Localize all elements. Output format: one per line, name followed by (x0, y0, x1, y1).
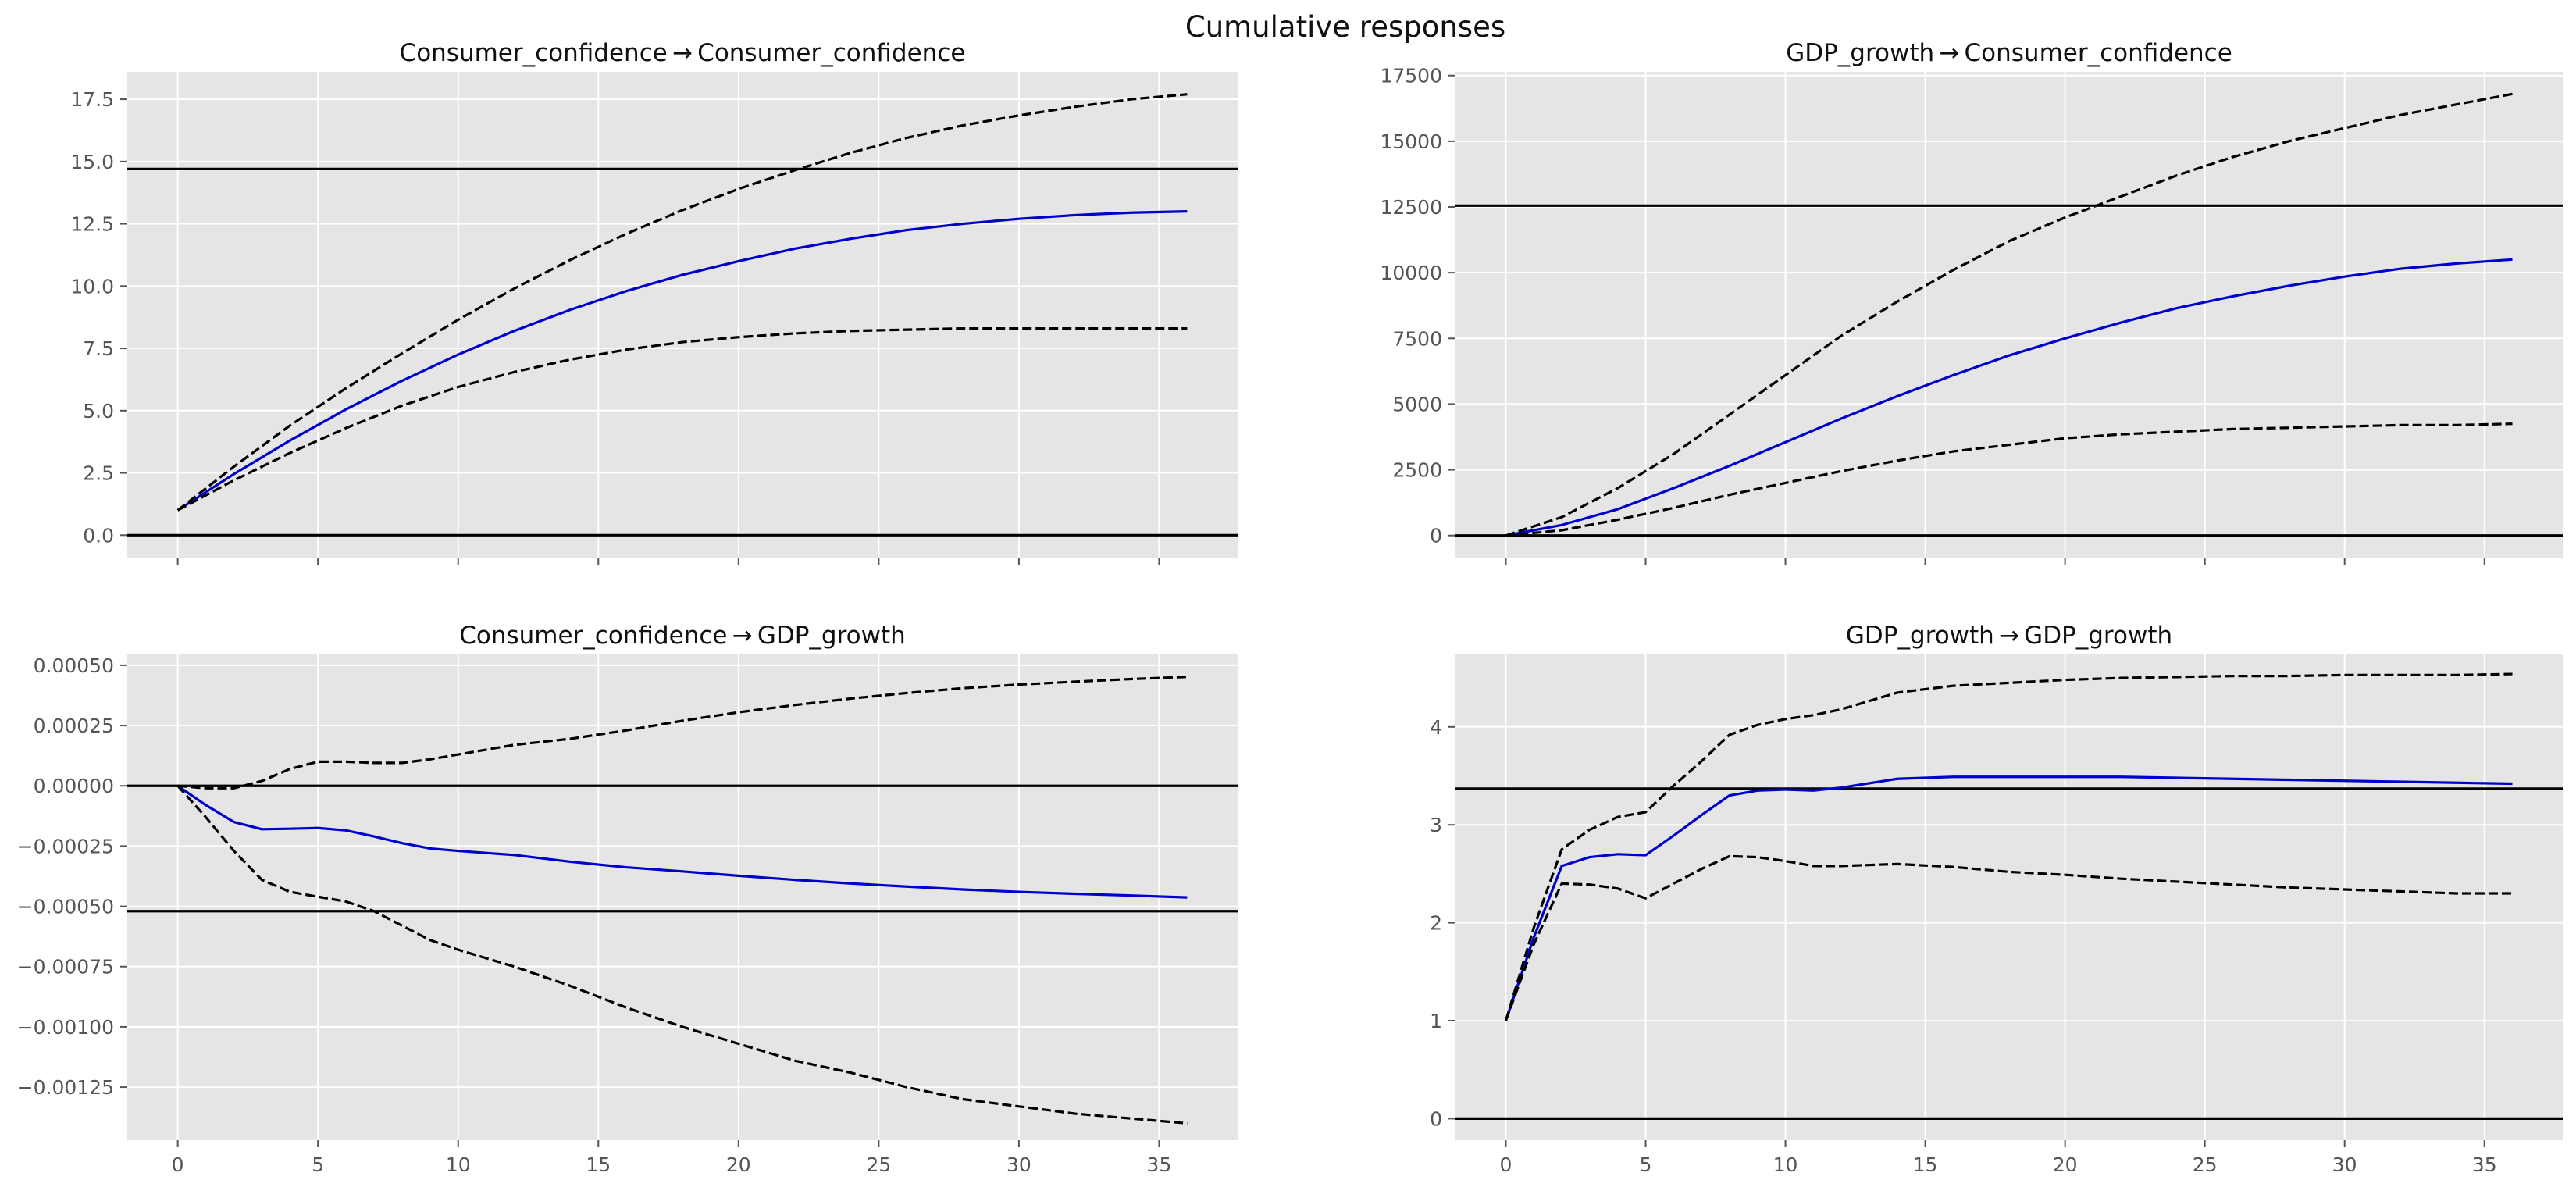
panel-title: GDP_growth → GDP_growth (1846, 622, 2172, 650)
panel-title: GDP_growth → Consumer_confidence (1786, 39, 2232, 67)
panels: Consumer_confidence → Consumer_confidenc… (17, 39, 2563, 1176)
y-tick-label: 10000 (1380, 262, 1442, 284)
panel-background (127, 72, 1238, 558)
x-tick-label: 20 (726, 1153, 751, 1176)
figure-suptitle: Cumulative responses (1185, 10, 1505, 44)
y-tick-label: 17500 (1380, 65, 1442, 87)
panel-2: GDP_growth → Consumer_confidence 0 2500 500… (1380, 39, 2563, 565)
x-tick-label: 15 (586, 1153, 611, 1176)
response-line (176, 210, 1188, 512)
x-tick-label: 15 (1913, 1153, 1938, 1176)
x-tick-label: 35 (1147, 1153, 1172, 1176)
y-tick-label: 10.0 (70, 275, 114, 298)
panel-4: GDP_growth → GDP_growth 0 1 2 3 4 0 5 10 15 20 25 30… (1430, 622, 2563, 1176)
y-tick-label: 0.0 (83, 524, 114, 547)
x-tick-label: 35 (2472, 1153, 2497, 1176)
upper-band-line (177, 676, 1188, 790)
x-tick-label: 25 (2193, 1153, 2218, 1176)
y-tick-label: 15.0 (70, 151, 114, 173)
response-line (1504, 775, 2513, 1021)
y-tick-label: −0.00075 (17, 956, 114, 979)
lower-band-line (176, 326, 1188, 512)
panel-3: Consumer_confidence → GDP_growth 0.00050 0… (17, 622, 1238, 1176)
y-tick-label: 5000 (1392, 393, 1442, 415)
x-tick-label: 10 (446, 1153, 471, 1176)
lower-band-line (1505, 422, 2513, 537)
y-tick-label: 0.00000 (34, 775, 114, 797)
y-tick-label: 0 (1430, 525, 1442, 547)
x-tick-label: 30 (1007, 1153, 1031, 1176)
upper-band-line (1505, 92, 2513, 537)
y-tick-label: 12500 (1380, 196, 1442, 219)
y-tick-label: 7500 (1392, 327, 1442, 350)
y-tick-label: 3 (1430, 814, 1442, 836)
response-line (176, 784, 1188, 899)
y-tick-label: 0.00050 (34, 654, 114, 677)
y-tick-label: 2500 (1392, 459, 1442, 482)
panel-1: Consumer_confidence → Consumer_confidenc… (70, 39, 1238, 565)
upper-band-line (176, 93, 1188, 512)
y-tick-label: 17.5 (70, 88, 114, 111)
x-tick-label: 5 (312, 1153, 324, 1176)
y-tick-label: 5.0 (83, 400, 114, 422)
x-tick-label: 10 (1773, 1153, 1798, 1176)
y-tick-label: 0.00025 (34, 715, 114, 737)
y-tick-label: −0.00025 (17, 835, 114, 857)
panel-title: Consumer_confidence → GDP_growth (459, 622, 906, 650)
upper-band-line (1504, 672, 2513, 1021)
panel-background (127, 654, 1238, 1140)
y-tick-label: 2.5 (83, 462, 114, 485)
y-tick-label: 0 (1430, 1107, 1442, 1130)
x-tick-label: 0 (1500, 1153, 1512, 1176)
lower-band-line (1504, 854, 2513, 1021)
response-line (1505, 258, 2513, 537)
x-tick-label: 20 (2053, 1153, 2078, 1176)
y-tick-label: 1 (1430, 1010, 1442, 1032)
y-tick-label: 4 (1430, 716, 1442, 739)
x-tick-label: 25 (866, 1153, 891, 1176)
panel-background (1455, 72, 2563, 558)
y-tick-label: −0.00125 (17, 1076, 114, 1099)
lower-band-line (176, 785, 1188, 1125)
x-tick-label: 30 (2332, 1153, 2357, 1176)
y-tick-label: 7.5 (83, 337, 114, 360)
y-tick-label: 15000 (1380, 130, 1442, 153)
y-tick-label: 12.5 (70, 213, 114, 236)
x-tick-label: 5 (1640, 1153, 1652, 1176)
y-tick-label: −0.00050 (17, 896, 114, 918)
y-tick-label: −0.00100 (17, 1016, 114, 1039)
x-tick-label: 0 (172, 1153, 184, 1176)
y-tick-label: 2 (1430, 912, 1442, 935)
panel-title: Consumer_confidence → Consumer_confidenc… (400, 39, 966, 67)
